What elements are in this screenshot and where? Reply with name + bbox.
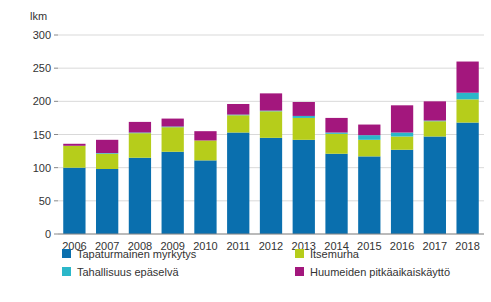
legend-swatch	[62, 267, 71, 276]
y-tick-label: 0	[45, 228, 51, 240]
bar-segment	[194, 160, 216, 234]
y-tick	[54, 134, 58, 135]
x-tick-label: 2010	[193, 240, 217, 252]
bar-segment	[325, 134, 347, 154]
bar-segment	[391, 105, 413, 132]
bar-segment	[293, 102, 315, 116]
bar-segment	[194, 131, 216, 140]
bar-segment	[325, 133, 347, 134]
bars	[63, 62, 479, 234]
bar-segment	[194, 140, 216, 160]
bar-segment	[260, 138, 282, 234]
legend-swatch	[295, 249, 304, 258]
grid-line	[58, 35, 484, 36]
y-tick-label: 200	[33, 95, 51, 107]
y-tick	[54, 167, 58, 168]
y-tick-label: 300	[33, 29, 51, 41]
legend-swatch	[295, 267, 304, 276]
legend-label: Tapaturmainen myrkytys	[77, 248, 197, 260]
y-tick-label: 100	[33, 162, 51, 174]
x-tick-label: 2016	[390, 240, 414, 252]
bar-segment	[358, 156, 380, 234]
bar-segment	[456, 93, 478, 100]
bar-segment	[293, 116, 315, 118]
legend-swatch	[62, 249, 71, 258]
bar-segment	[293, 118, 315, 140]
bar-segment	[358, 125, 380, 136]
bar-segment	[325, 154, 347, 234]
grid-line	[58, 68, 484, 69]
x-tick-label: 2012	[259, 240, 283, 252]
bar-segment	[227, 115, 249, 132]
bar-segment	[63, 168, 85, 234]
chart: lkm0501001502002503002006200720082009201…	[0, 0, 491, 302]
y-tick	[54, 68, 58, 69]
bar-segment	[424, 136, 446, 234]
bar-segment	[260, 93, 282, 110]
bar-segment	[162, 127, 184, 152]
grid-line	[58, 234, 484, 235]
bar-segment	[358, 140, 380, 157]
legend-label: Itsemurha	[310, 248, 360, 260]
bar-segment	[391, 150, 413, 234]
x-tick-label: 2011	[226, 240, 250, 252]
bar-segment	[227, 133, 249, 234]
bar-segment	[260, 111, 282, 138]
bar-segment	[162, 152, 184, 234]
bar-segment	[63, 144, 85, 146]
y-tick	[54, 234, 58, 235]
bar-segment	[227, 104, 249, 115]
bar-segment	[424, 101, 446, 120]
bar-segment	[63, 146, 85, 168]
y-tick	[54, 200, 58, 201]
bar-segment	[456, 62, 478, 93]
bar-segment	[96, 154, 118, 169]
x-tick-label: 2018	[455, 240, 479, 252]
bar-segment	[456, 99, 478, 122]
x-tick-label: 2017	[423, 240, 447, 252]
y-label: lkm	[30, 10, 47, 22]
bar-segment	[129, 122, 151, 133]
legend-label: Tahallisuus epäselvä	[77, 266, 179, 278]
bar-segment	[129, 158, 151, 234]
bar-segment	[293, 140, 315, 234]
bar-segment	[162, 119, 184, 127]
bar-segment	[424, 121, 446, 136]
bar-segment	[96, 140, 118, 153]
x-tick-label: 2015	[357, 240, 381, 252]
y-tick-label: 150	[33, 129, 51, 141]
y-tick	[54, 35, 58, 36]
bar-segment	[129, 133, 151, 158]
bar-segment	[391, 136, 413, 149]
x-axis	[58, 234, 484, 235]
bar-segment	[96, 169, 118, 234]
bar-segment	[391, 133, 413, 137]
bar-segment	[358, 135, 380, 140]
legend-label: Huumeiden pitkäaikaiskäyttö	[310, 266, 450, 278]
y-tick-label: 50	[39, 195, 51, 207]
bar-segment	[325, 118, 347, 133]
y-tick	[54, 101, 58, 102]
bar-segment	[456, 123, 478, 234]
y-tick-label: 250	[33, 62, 51, 74]
